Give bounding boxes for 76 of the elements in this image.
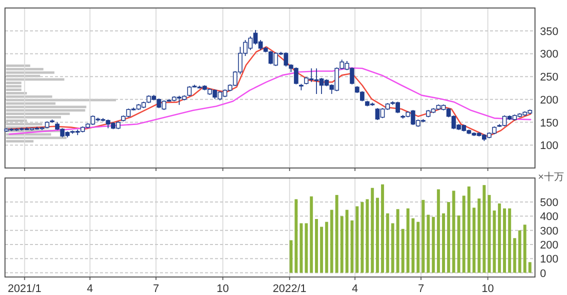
bar xyxy=(366,199,369,273)
bar xyxy=(498,203,501,273)
bar xyxy=(467,186,470,273)
bar xyxy=(304,223,308,273)
bar xyxy=(300,223,303,273)
bar xyxy=(462,196,466,273)
bar xyxy=(335,194,338,273)
bar xyxy=(310,196,313,273)
bar xyxy=(381,184,384,273)
bar xyxy=(503,208,506,273)
bar xyxy=(416,222,420,273)
bar xyxy=(508,208,512,273)
bar xyxy=(6,136,66,140)
bar xyxy=(478,198,481,273)
bar xyxy=(360,202,364,273)
bar xyxy=(314,219,318,273)
bar xyxy=(391,223,394,273)
bar xyxy=(492,210,496,273)
bar xyxy=(447,202,450,273)
bar xyxy=(340,216,344,273)
bar xyxy=(442,213,446,273)
bar xyxy=(325,222,328,273)
bar xyxy=(523,224,526,273)
x-tick-label: 7 xyxy=(418,283,424,295)
bar xyxy=(6,85,22,88)
bar xyxy=(401,228,404,273)
x-tick-label: 2022/1 xyxy=(272,283,306,295)
y-tick-label: 200 xyxy=(540,94,558,106)
bar xyxy=(482,185,486,273)
line-series xyxy=(8,67,532,135)
bar xyxy=(386,213,390,273)
bar xyxy=(6,109,86,112)
bar xyxy=(488,194,491,273)
bar xyxy=(422,200,425,273)
bar xyxy=(376,198,379,273)
x-tick-label: 10 xyxy=(482,283,494,295)
line-series xyxy=(7,46,532,138)
bar xyxy=(412,218,415,273)
bar xyxy=(406,208,410,273)
y-tick-label: 400 xyxy=(540,211,558,224)
bar xyxy=(452,190,456,273)
bar xyxy=(457,215,460,273)
y-tick-label: 300 xyxy=(540,225,558,238)
bar xyxy=(432,216,435,273)
y-tick-label: 100 xyxy=(540,140,558,152)
bar xyxy=(345,210,348,273)
bar xyxy=(356,206,359,273)
bar xyxy=(330,210,334,273)
bar xyxy=(396,209,400,273)
bar xyxy=(294,199,298,273)
bar xyxy=(6,106,86,108)
bar xyxy=(370,188,374,273)
bar xyxy=(6,71,54,74)
y-tick-label: 100 xyxy=(540,254,558,266)
y-tick-label: 250 xyxy=(540,72,558,84)
y-tick-label: 500 xyxy=(540,197,558,210)
x-tick-label: 4 xyxy=(86,283,94,295)
x-tick-label: 10 xyxy=(216,283,229,295)
y-tick-label: 300 xyxy=(540,48,558,61)
bar xyxy=(290,240,293,273)
y-tick-label: 350 xyxy=(540,26,558,38)
x-tick-label: 7 xyxy=(152,283,160,295)
y-tick-label: 200 xyxy=(540,239,558,252)
bar xyxy=(518,230,522,273)
x-tick-label: 4 xyxy=(352,283,358,295)
bar xyxy=(513,238,516,273)
x-tick-label: 2021/1 xyxy=(8,283,42,295)
bar xyxy=(426,214,430,273)
bar xyxy=(320,226,324,273)
y-axis-title: ×十万 xyxy=(538,171,564,183)
bar xyxy=(528,262,532,273)
y-tick-label: 150 xyxy=(540,117,558,130)
bar xyxy=(472,208,476,273)
bar xyxy=(436,189,440,273)
y-tick-label: 0 xyxy=(540,268,546,280)
bar xyxy=(350,220,354,273)
